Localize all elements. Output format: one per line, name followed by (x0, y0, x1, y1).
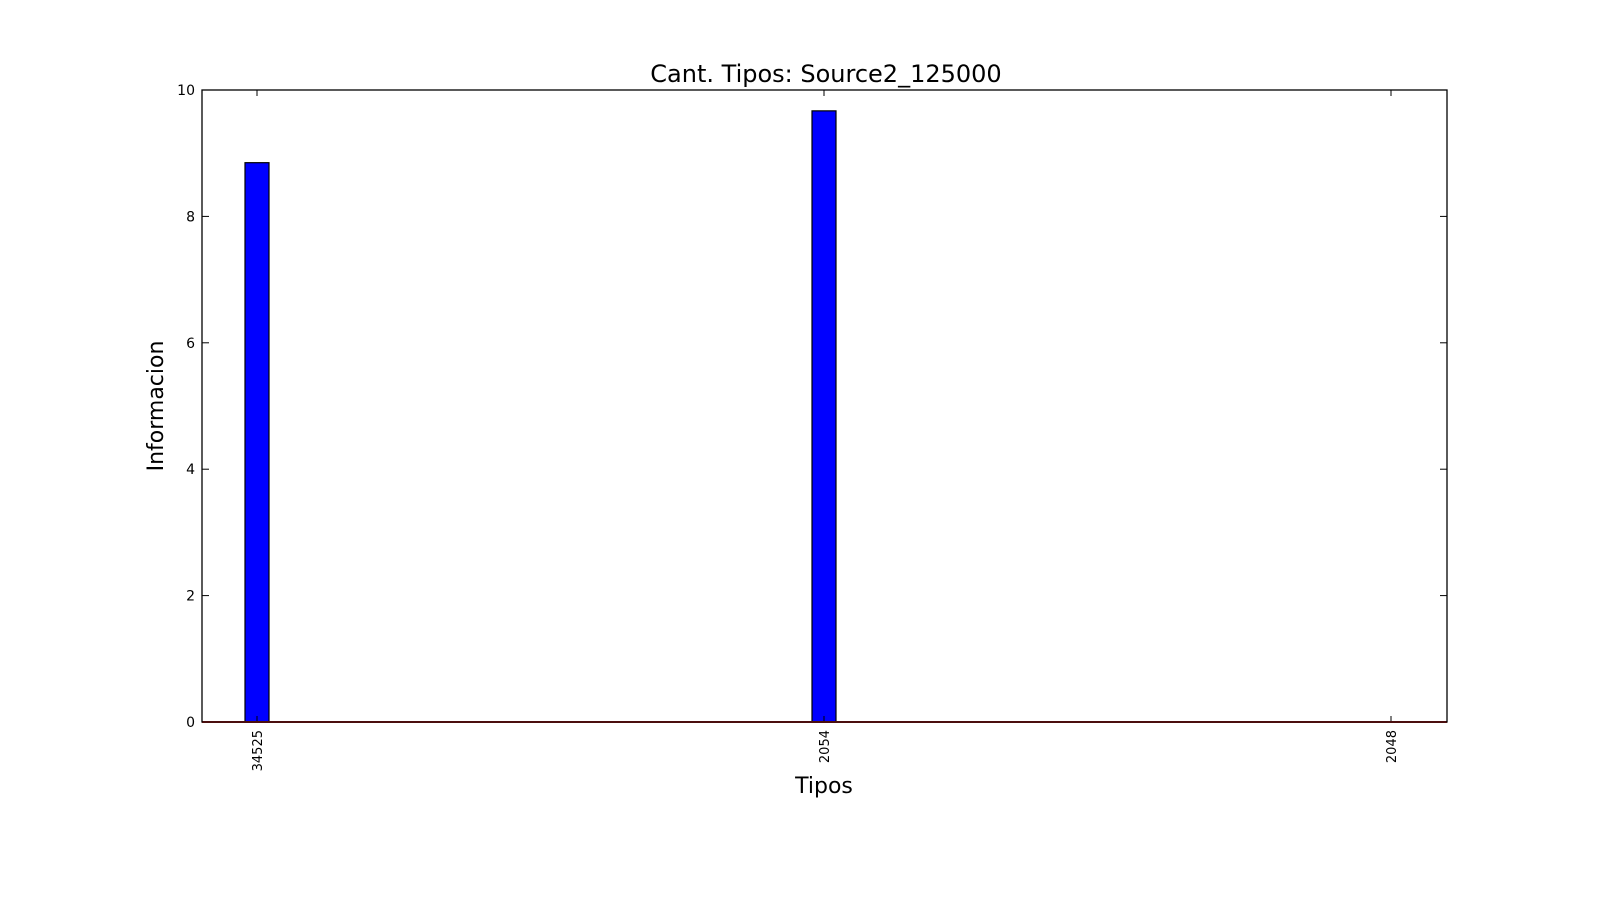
chart-title: Cant. Tipos: Source2_125000 (650, 60, 1001, 88)
axes-frame (201, 89, 1448, 723)
y-tick-label: 10 (177, 83, 195, 99)
y-tick-label: 8 (186, 209, 195, 225)
bar-34525 (244, 162, 270, 723)
y-tick-label: 6 (186, 336, 195, 352)
plot-area: 34525 2054 2048 0 2 4 6 8 10 (177, 83, 1447, 771)
y-tick-label: 4 (186, 462, 195, 478)
y-tick-label: 0 (186, 715, 195, 731)
bar-2054 (811, 110, 837, 723)
x-tick-label: 2048 (1385, 730, 1400, 763)
y-tick-label: 2 (186, 589, 195, 605)
x-tick-label: 34525 (251, 730, 266, 771)
x-tick-label: 2054 (818, 730, 833, 763)
y-axis-label: Informacion (144, 341, 169, 472)
x-axis-label: Tipos (794, 774, 853, 799)
